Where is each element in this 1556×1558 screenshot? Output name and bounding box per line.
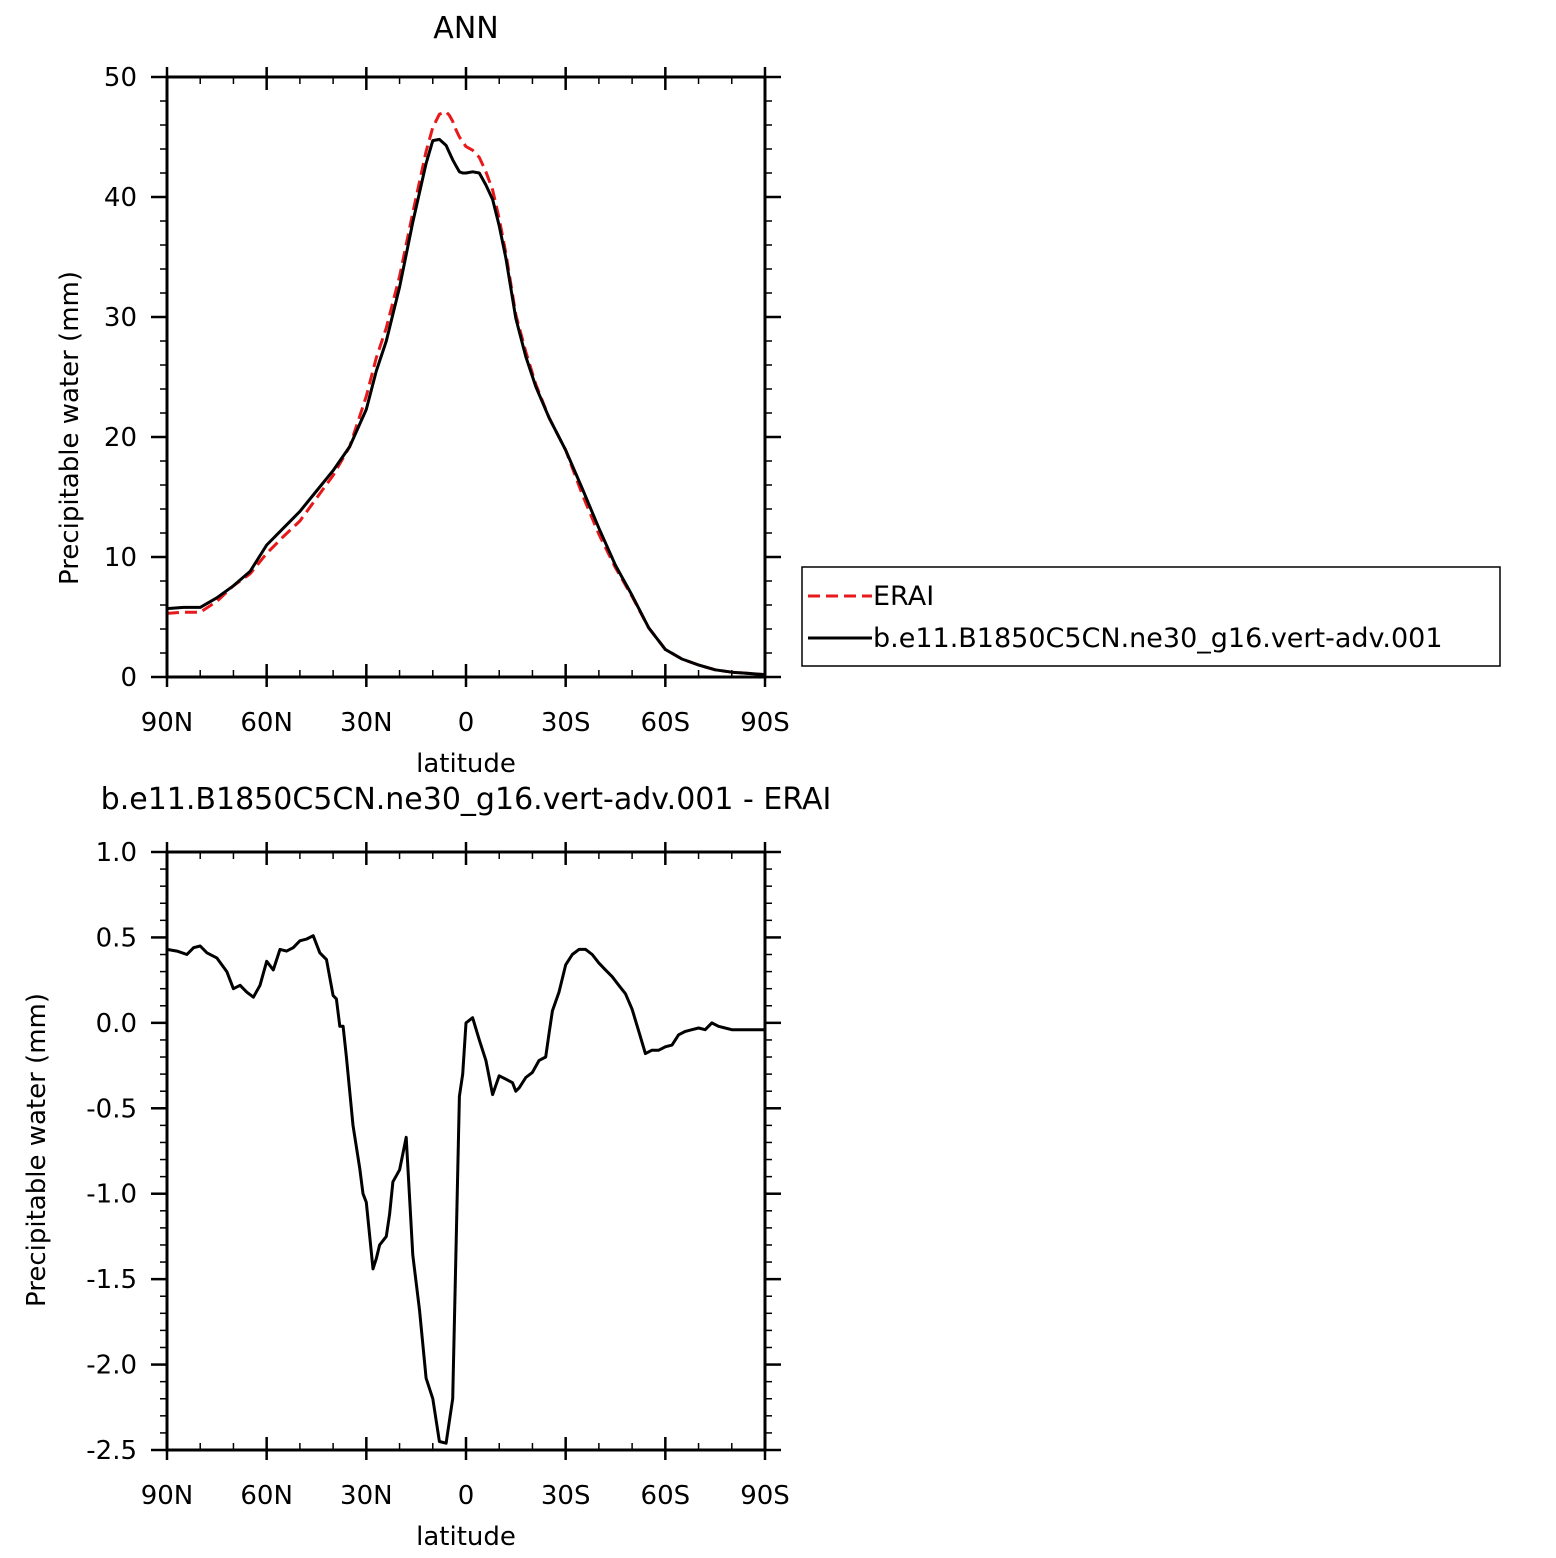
panel-annual-mean: ANN Precipitable water (mm) latitude 90N… — [55, 11, 790, 779]
y-tick-label: 1.0 — [96, 838, 137, 868]
x-tick-label: 0 — [458, 708, 475, 738]
x-tick-label: 60N — [240, 1481, 293, 1511]
x-tick-label: 30S — [541, 708, 591, 738]
x-tick-label: 60S — [641, 708, 691, 738]
x-tick-label: 30S — [541, 1481, 591, 1511]
bottom-panel-title: b.e11.B1850C5CN.ne30_g16.vert-adv.001 - … — [101, 782, 832, 817]
y-tick-label: 0 — [120, 663, 137, 693]
y-tick-label: 10 — [104, 543, 137, 573]
y-tick-label: -1.5 — [86, 1265, 137, 1295]
legend-label-erai: ERAI — [873, 581, 934, 612]
y-tick-label: -2.0 — [86, 1351, 137, 1381]
top-panel-title: ANN — [433, 11, 498, 46]
bottom-axis-ticks — [151, 842, 781, 1460]
x-tick-label: 90N — [141, 708, 194, 738]
series-line-erai — [166, 110, 766, 677]
x-tick-label: 60S — [641, 1481, 691, 1511]
x-tick-label: 90N — [141, 1481, 194, 1511]
series-line-model — [166, 137, 766, 677]
y-tick-label: -0.5 — [86, 1094, 137, 1124]
y-tick-label: 0.5 — [96, 923, 137, 953]
top-plot-frame — [165, 75, 767, 679]
bottom-plot-frame — [165, 850, 767, 1452]
top-tick-labels: 90N 60N 30N 0 30S 60S 90S 0 10 20 30 40 50 — [104, 63, 790, 738]
y-tick-label: 30 — [104, 303, 137, 333]
series-line-model — [166, 934, 765, 1445]
legend-box — [801, 566, 1501, 667]
x-tick-label: 90S — [740, 1481, 790, 1511]
top-x-axis-label: latitude — [416, 749, 516, 779]
top-axis-ticks — [151, 67, 781, 687]
x-tick-label: 30N — [340, 1481, 393, 1511]
legend-label-model: b.e11.B1850C5CN.ne30_g16.vert-adv.001 — [873, 623, 1443, 654]
x-tick-label: 60N — [240, 708, 293, 738]
legend: ERAI b.e11.B1850C5CN.ne30_g16.vert-adv.0… — [801, 566, 1501, 667]
bottom-y-axis-label: Precipitable water (mm) — [22, 993, 52, 1307]
x-tick-label: 30N — [340, 708, 393, 738]
y-tick-label: -1.0 — [86, 1180, 137, 1210]
bottom-x-axis-label: latitude — [416, 1522, 516, 1552]
top-y-axis-label: Precipitable water (mm) — [55, 271, 85, 585]
y-tick-label: 40 — [104, 183, 137, 213]
y-tick-label: 20 — [104, 423, 137, 453]
y-tick-label: 0.0 — [96, 1009, 137, 1039]
panel-difference: b.e11.B1850C5CN.ne30_g16.vert-adv.001 - … — [22, 782, 831, 1552]
x-tick-label: 0 — [458, 1481, 475, 1511]
x-tick-label: 90S — [740, 708, 790, 738]
bottom-series-lines — [166, 934, 765, 1445]
bottom-tick-labels: 90N 60N 30N 0 30S 60S 90S -2.5 -2.0 -1.5 -1.0 -0.5 0… — [86, 838, 790, 1511]
y-tick-label: -2.5 — [86, 1436, 137, 1466]
top-series-lines — [166, 110, 766, 677]
y-tick-label: 50 — [104, 63, 137, 93]
